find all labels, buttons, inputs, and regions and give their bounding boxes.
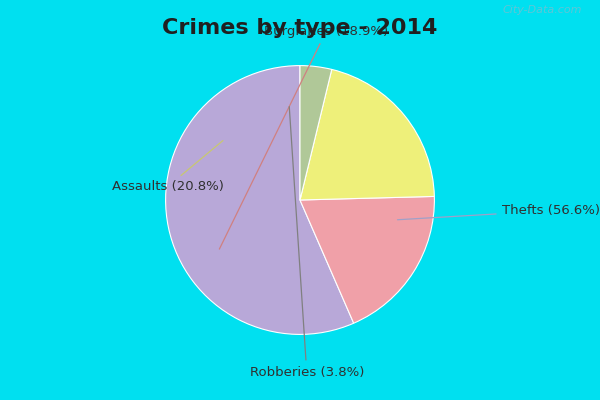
Text: City-Data.com: City-Data.com xyxy=(503,5,582,15)
Wedge shape xyxy=(166,66,354,334)
Wedge shape xyxy=(300,66,332,200)
Wedge shape xyxy=(300,70,434,200)
Text: Thefts (56.6%): Thefts (56.6%) xyxy=(397,204,599,220)
Text: Robberies (3.8%): Robberies (3.8%) xyxy=(250,107,364,378)
Wedge shape xyxy=(300,196,434,323)
Text: Burglaries (18.9%): Burglaries (18.9%) xyxy=(220,26,388,249)
Text: Assaults (20.8%): Assaults (20.8%) xyxy=(112,140,224,193)
Text: Crimes by type - 2014: Crimes by type - 2014 xyxy=(163,18,437,38)
